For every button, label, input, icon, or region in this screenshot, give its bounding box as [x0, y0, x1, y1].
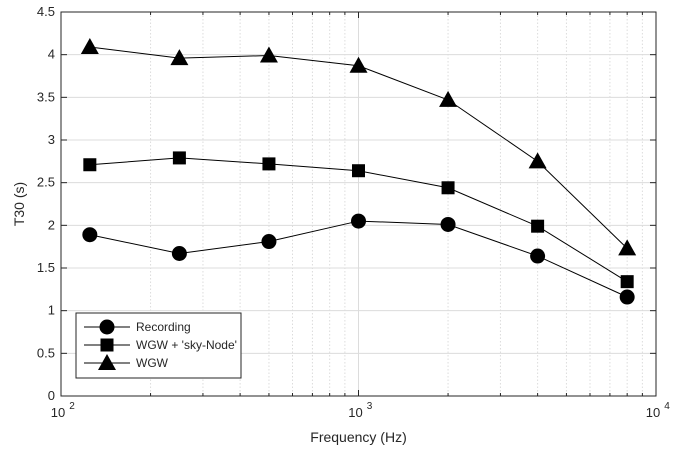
data-point-circle [261, 234, 277, 250]
data-point-square [531, 219, 545, 233]
x-tick-label: 10 [348, 405, 362, 420]
data-point-circle [171, 245, 187, 261]
legend: Recording WGW + 'sky-Node' WGW [75, 312, 242, 379]
legend-label: WGW [136, 356, 169, 370]
legend-marker-triangle [98, 354, 116, 370]
x-tick-exponent: 3 [367, 401, 373, 412]
grid [61, 12, 656, 396]
data-point-triangle [349, 56, 368, 73]
series-circle [82, 213, 635, 305]
x-tick-exponent: 2 [69, 401, 75, 412]
data-point-triangle [170, 49, 189, 66]
data-point-square [83, 158, 97, 172]
legend-marker-square [100, 338, 114, 352]
axis-ticks: 0 0.5 1 1.5 2 2.5 3 3.5 4 4.5 10 2 10 3 10 4 [37, 4, 670, 420]
y-tick-label: 3.5 [37, 89, 55, 104]
x-tick-label: 10 [51, 405, 65, 420]
data-point-square [620, 275, 634, 289]
data-point-circle [440, 216, 456, 232]
y-tick-label: 4.5 [37, 4, 55, 19]
legend-label: WGW + 'sky-Node' [136, 338, 237, 352]
y-tick-label: 3 [48, 132, 55, 147]
data-point-triangle [259, 46, 278, 63]
series-group [80, 37, 637, 305]
legend-label: Recording [136, 320, 191, 334]
series-triangle [80, 37, 637, 256]
data-point-circle [530, 248, 546, 264]
data-point-circle [82, 227, 98, 243]
data-point-circle [351, 213, 366, 229]
y-tick-label: 0 [48, 388, 55, 403]
y-axis-label: T30 (s) [11, 182, 27, 226]
legend-entry: Recording [84, 319, 191, 335]
series-square [83, 151, 634, 289]
legend-marker-circle [99, 319, 115, 335]
data-point-square [441, 181, 455, 195]
y-tick-label: 2 [48, 217, 55, 232]
y-tick-label: 1 [48, 303, 55, 318]
x-axis-label: Frequency (Hz) [310, 429, 406, 445]
data-point-triangle [439, 90, 458, 107]
data-point-square [172, 151, 186, 165]
data-point-square [352, 164, 365, 178]
data-point-triangle [618, 239, 637, 256]
data-point-circle [619, 289, 635, 305]
x-tick-exponent: 4 [664, 401, 670, 412]
legend-entry: WGW [84, 354, 169, 370]
y-tick-label: 0.5 [37, 345, 55, 360]
data-point-triangle [528, 152, 547, 169]
data-point-square [262, 157, 276, 171]
y-tick-label: 1.5 [37, 260, 55, 275]
y-tick-label: 4 [48, 47, 55, 62]
legend-entry: WGW + 'sky-Node' [84, 338, 237, 352]
y-tick-label: 2.5 [37, 175, 55, 190]
data-point-triangle [80, 37, 99, 54]
x-tick-label: 10 [646, 405, 660, 420]
